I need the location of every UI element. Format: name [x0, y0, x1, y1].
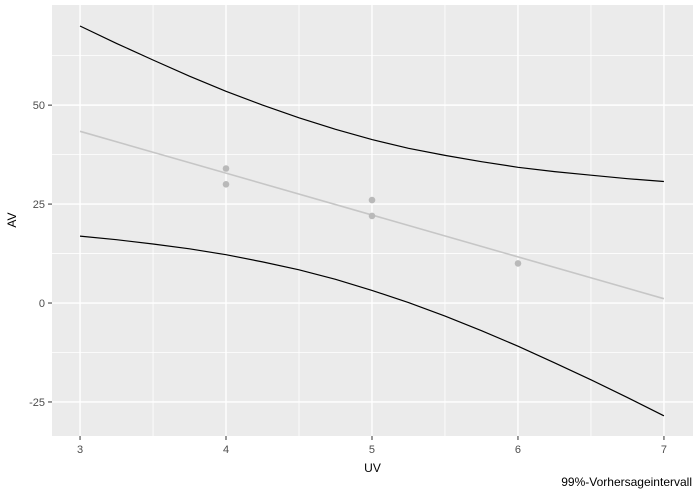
y-tick-label: 0	[39, 298, 45, 310]
x-axis-title: UV	[364, 461, 381, 475]
x-tick-label: 4	[223, 444, 229, 456]
plot-caption: 99%-Vorhersageintervall	[561, 475, 692, 489]
data-point	[222, 181, 230, 188]
y-tick-label: 25	[33, 199, 45, 211]
x-tick-label: 7	[661, 444, 667, 456]
data-point	[222, 165, 230, 172]
data-point	[368, 196, 376, 204]
prediction-interval-lower	[79, 235, 665, 417]
data-point	[514, 260, 522, 267]
y-axis-title: AV	[5, 212, 19, 228]
prediction-interval-upper	[79, 25, 664, 183]
x-tick-label: 3	[77, 444, 83, 456]
y-tick-label: 50	[33, 100, 45, 112]
x-tick-label: 6	[515, 444, 521, 456]
x-tick-label: 5	[369, 444, 375, 456]
y-tick-label: -25	[29, 397, 45, 409]
data-point	[368, 212, 376, 220]
